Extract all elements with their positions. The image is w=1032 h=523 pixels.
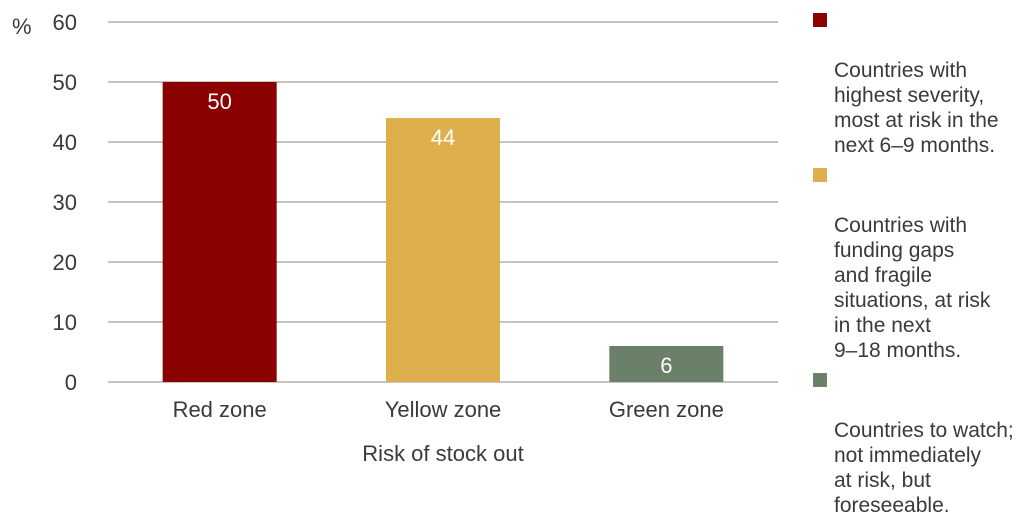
legend-swatch-yellow [813,168,827,182]
bar-data-label: 50 [207,89,231,114]
legend-label-green: Countries to watch; not immediately at r… [834,419,1014,517]
legend-swatch-red [813,13,827,27]
legend-item-green-zone: Countries to watch; not immediately at r… [810,368,1032,518]
x-tick-label: Yellow zone [385,397,502,422]
bar-data-label: 44 [431,125,455,150]
legend-label-yellow: Countries with funding gaps and fragile … [834,214,991,362]
bar-chart: 0 10 20 30 40 50 60 50 Red zone 44 Yellow zone 6 Gre… [12,10,778,466]
legend-item-red-zone: Countries with highest severity, most at… [810,8,1032,158]
bars [162,82,724,382]
bar-red-zone [162,82,277,382]
y-axis-unit-label: % [12,14,32,39]
y-tick-label: 10 [53,310,77,335]
legend-swatch-green [813,373,827,387]
labels: 0 10 20 30 40 50 60 50 Red zone 44 Yellow zone 6 Gre… [53,10,724,422]
legend: Countries with highest severity, most at… [810,8,1032,523]
x-tick-label: Green zone [609,397,724,422]
y-tick-label: 0 [65,370,77,395]
bar-data-label: 6 [660,353,672,378]
legend-item-yellow-zone: Countries with funding gaps and fragile … [810,163,1032,363]
y-tick-label: 20 [53,250,77,275]
y-tick-label: 50 [53,70,77,95]
x-tick-label: Red zone [173,397,267,422]
bar-green-zone [609,346,724,382]
y-tick-label: 60 [53,10,77,35]
bar-yellow-zone [386,118,500,382]
y-tick-label: 30 [53,190,77,215]
legend-label-red: Countries with highest severity, most at… [834,59,999,157]
x-axis-title: Risk of stock out [362,441,523,466]
y-tick-label: 40 [53,130,77,155]
